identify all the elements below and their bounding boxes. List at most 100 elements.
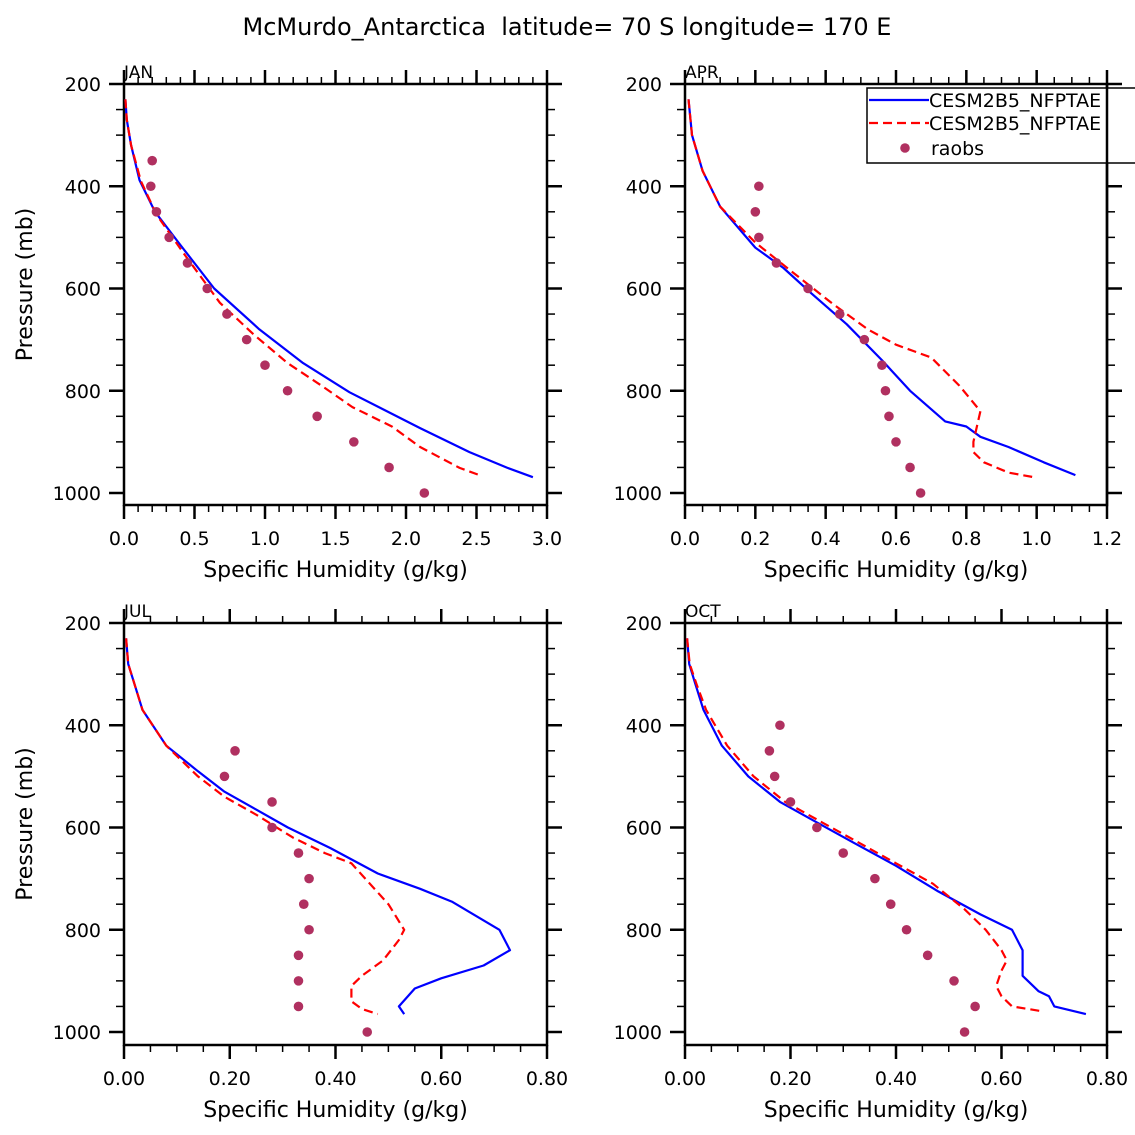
y-tick-label: 1000 (53, 1022, 101, 1044)
figure-title: McMurdo_Antarctica latitude= 70 S longit… (243, 13, 892, 41)
raobs-point (870, 873, 880, 884)
raobs-point (419, 488, 430, 498)
raobs-point (922, 950, 933, 961)
x-tick-label: 0.20 (769, 1068, 811, 1090)
raobs-point (293, 950, 304, 961)
raobs-point (147, 155, 157, 166)
x-tick-label: 0.60 (420, 1068, 462, 1090)
model-solid-line (124, 99, 534, 479)
raobs-point (293, 976, 304, 986)
y-tick-label: 200 (65, 74, 101, 96)
raobs-point (349, 437, 359, 447)
raobs-point (293, 848, 304, 858)
raobs-point (750, 207, 761, 217)
raobs-point (260, 360, 270, 370)
raobs-point (959, 1027, 970, 1037)
y-tick-label: 600 (65, 279, 101, 301)
raobs-point (775, 720, 785, 731)
raobs-point (764, 746, 775, 756)
x-tick-label: 0.5 (179, 528, 209, 550)
raobs-point (834, 309, 845, 319)
panel-jan: JAN 0.0 0.5 1.0 1.5 2.0 2.5 3.0 Specific Humidit… (13, 63, 562, 583)
x-tick-label: 0.0 (670, 528, 700, 550)
raobs-point (771, 258, 782, 268)
model-solid-line (686, 638, 1087, 1016)
raobs-point (267, 797, 277, 807)
model-dashed-line (125, 638, 406, 1016)
raobs-point (812, 822, 822, 833)
x-tick-label: 0.8 (951, 528, 981, 550)
raobs-point (905, 462, 915, 473)
raobs-point (754, 232, 764, 243)
raobs-point (891, 437, 901, 447)
y-tick-label: 200 (626, 613, 662, 635)
raobs-point (164, 232, 174, 243)
y-tick-label: 400 (65, 176, 101, 198)
y-tick-label: 800 (65, 381, 101, 403)
raobs-point (222, 309, 232, 319)
y-tick-label: 800 (626, 920, 662, 942)
x-axis-label: Specific Humidity (g/kg) (203, 558, 468, 583)
raobs-point (282, 385, 293, 396)
raobs-point (949, 976, 959, 986)
x-tick-label: 1.5 (320, 528, 350, 550)
x-tick-label: 0.0 (109, 528, 139, 550)
y-tick-label: 400 (626, 715, 662, 737)
model-dashed-line (687, 99, 1037, 479)
x-tick-label: 0.6 (881, 528, 911, 550)
y-tick-label: 600 (65, 818, 101, 840)
x-tick-label: 0.80 (526, 1068, 568, 1090)
x-tick-label: 0.40 (875, 1068, 917, 1090)
x-tick-label: 3.0 (532, 528, 562, 550)
panel-title: APR (685, 63, 719, 83)
x-tick-label: 0.80 (1086, 1068, 1128, 1090)
y-tick-label: 600 (626, 818, 662, 840)
raobs-point (785, 797, 796, 807)
x-tick-label: 1.0 (250, 528, 280, 550)
x-tick-label: 0.00 (664, 1068, 706, 1090)
x-tick-label: 0.4 (811, 528, 841, 550)
raobs-point (304, 873, 314, 884)
plot-frame (122, 621, 549, 1047)
raobs-point (145, 181, 156, 192)
raobs-point (241, 334, 252, 345)
y-tick-label: 400 (65, 715, 101, 737)
y-tick-label: 600 (626, 279, 662, 301)
y-tick-label: 1000 (614, 1022, 662, 1044)
raobs-point (803, 283, 813, 294)
panel-title: JUL (123, 602, 151, 622)
raobs-point (769, 771, 780, 782)
x-tick-label: 1.0 (1022, 528, 1052, 550)
x-tick-label: 0.40 (314, 1068, 356, 1090)
raobs-point (901, 924, 912, 935)
y-tick-label: 400 (626, 176, 662, 198)
raobs-point (304, 924, 314, 935)
x-axis-label: Specific Humidity (g/kg) (764, 1098, 1029, 1123)
y-tick-label: 1000 (53, 483, 101, 505)
x-tick-label: 0.2 (740, 528, 770, 550)
model-dashed-line (124, 99, 483, 478)
y-tick-label: 800 (65, 920, 101, 942)
model-dashed-line (686, 638, 1044, 1013)
panel-title: JAN (123, 63, 153, 83)
raobs-point (298, 899, 309, 909)
x-axis-label: Specific Humidity (g/kg) (764, 558, 1029, 583)
plot-area (687, 99, 1076, 498)
x-tick-label: 1.2 (1092, 528, 1122, 550)
raobs-point (970, 1001, 980, 1012)
model-solid-line (125, 638, 512, 1015)
legend-label: CESM2B5_NFPTAE (929, 113, 1101, 135)
raobs-point (838, 848, 849, 858)
x-tick-label: 0.20 (209, 1068, 251, 1090)
x-tick-label: 2.5 (461, 528, 491, 550)
panel-title: OCT (685, 602, 721, 622)
raobs-point (859, 334, 870, 345)
raobs-point (884, 411, 894, 422)
raobs-point (877, 360, 887, 370)
raobs-point (754, 181, 764, 192)
raobs-point (293, 1001, 304, 1012)
panel-jul: JUL 0.00 0.20 0.40 0.60 0.80 Specific Humidity… (13, 602, 568, 1123)
plot-frame (683, 621, 1109, 1047)
